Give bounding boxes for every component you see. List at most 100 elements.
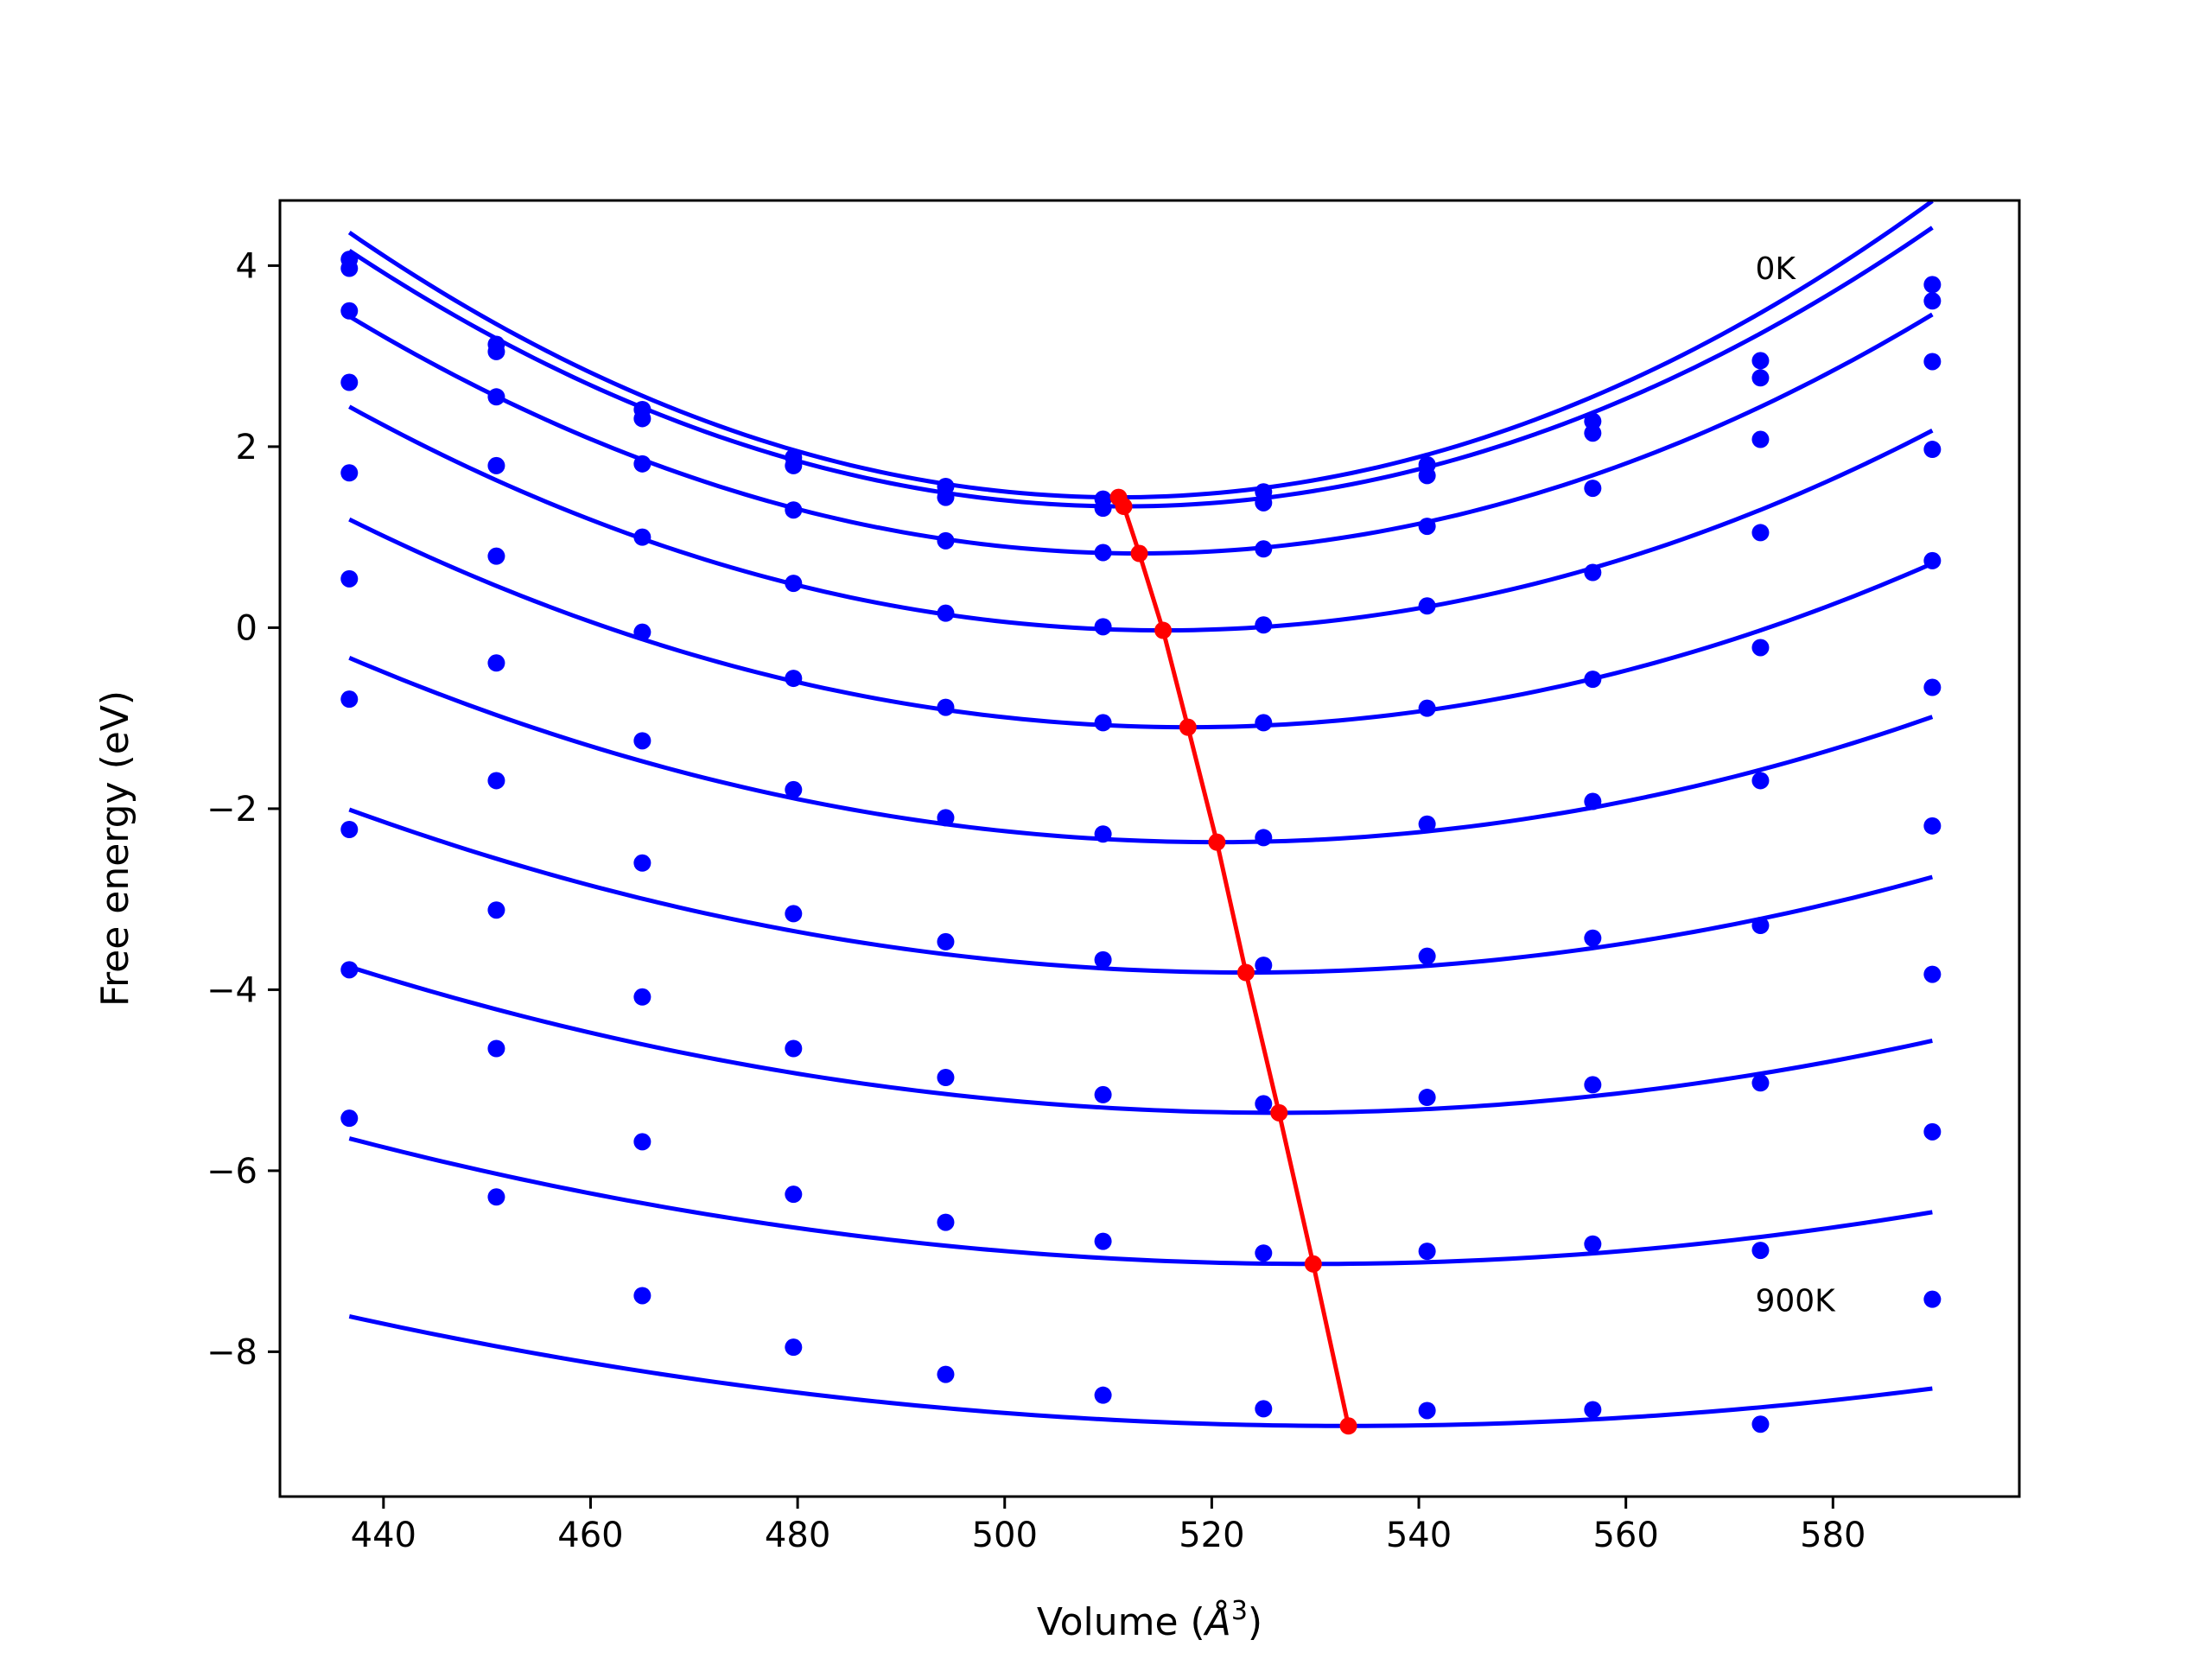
data-point [1923, 1290, 1942, 1308]
fit-curve-9 [348, 1314, 1933, 1428]
data-point [340, 464, 359, 482]
annotation-0k: 0K [1755, 251, 1796, 287]
data-point [1418, 1243, 1436, 1261]
data-point [785, 501, 803, 519]
data-point [1584, 563, 1602, 582]
data-point [1923, 817, 1942, 835]
data-point [937, 1365, 955, 1383]
y-tick-label: 4 [236, 246, 257, 286]
data-point [487, 547, 505, 565]
x-axis-label-end: ) [1248, 1600, 1262, 1644]
data-point [1255, 493, 1273, 512]
data-point [340, 821, 359, 839]
data-point [633, 854, 652, 872]
data-point [487, 1188, 505, 1206]
data-point [1094, 825, 1112, 843]
data-point [633, 1287, 652, 1305]
y-tick-label: −4 [207, 970, 257, 1010]
data-point [1584, 1076, 1602, 1094]
data-point [937, 809, 955, 827]
data-point [1418, 1402, 1436, 1420]
data-point [340, 569, 359, 588]
x-tick-label: 480 [765, 1516, 830, 1555]
data-point [1923, 678, 1942, 696]
data-point [633, 732, 652, 750]
y-tick-label: 2 [236, 428, 257, 467]
data-point [1923, 292, 1942, 310]
equilibrium-line [1109, 488, 1357, 1435]
y-axis-ticks: 4 2 0 −2 −4 −6 −8 [207, 246, 280, 1372]
data-point [1584, 424, 1602, 442]
data-point [487, 456, 505, 474]
data-point [1255, 616, 1273, 634]
x-tick-label: 560 [1592, 1516, 1658, 1555]
data-point [487, 654, 505, 672]
x-tick-label: 500 [972, 1516, 1038, 1555]
data-point [340, 1109, 359, 1128]
data-point [1751, 1242, 1770, 1260]
data-point [937, 488, 955, 506]
y-tick-label: −8 [207, 1332, 257, 1372]
data-point [340, 373, 359, 391]
data-point [633, 988, 652, 1006]
data-point [1584, 792, 1602, 810]
data-point [1923, 965, 1942, 983]
data-point [1584, 671, 1602, 689]
data-point [785, 670, 803, 688]
data-point [1255, 829, 1273, 847]
data-point [1923, 441, 1942, 459]
y-tick-label: −2 [207, 790, 257, 830]
data-point [785, 575, 803, 593]
data-point [785, 1338, 803, 1357]
fit-curve-0 [347, 199, 1934, 500]
data-point [937, 932, 955, 950]
data-point [1255, 957, 1273, 975]
x-tick-label: 460 [557, 1516, 623, 1555]
data-point [1418, 467, 1436, 485]
data-point [633, 410, 652, 428]
data-point [1255, 1400, 1273, 1418]
data-point [340, 961, 359, 979]
data-point [487, 342, 505, 360]
data-point [340, 259, 359, 277]
data-point [340, 690, 359, 709]
x-axis-label-text: Volume ( [1037, 1600, 1205, 1644]
data-point [1584, 1235, 1602, 1253]
plot-frame [278, 199, 2021, 1498]
annotation-900k: 900K [1755, 1283, 1836, 1319]
data-point [1094, 618, 1112, 636]
data-point [1751, 1415, 1770, 1433]
data-point [1923, 1122, 1942, 1141]
data-point [1418, 699, 1436, 717]
equilibrium-point [1179, 718, 1197, 736]
data-point [785, 1039, 803, 1058]
x-tick-label: 440 [351, 1516, 416, 1555]
x-axis-label-symbol: Å [1203, 1599, 1231, 1644]
data-point [1255, 1095, 1273, 1113]
data-point [937, 604, 955, 622]
fit-curve-8 [348, 1136, 1933, 1267]
fit-curve-1 [347, 226, 1934, 509]
equilibrium-path [1116, 496, 1351, 1427]
y-tick-label: 0 [236, 608, 257, 648]
data-point [1094, 499, 1112, 518]
data-point [1751, 352, 1770, 370]
data-point [1584, 929, 1602, 947]
equilibrium-point [1339, 1417, 1357, 1435]
equilibrium-point [1130, 544, 1148, 563]
x-axis-label-superscript: 3 [1231, 1596, 1248, 1626]
data-point [1751, 1074, 1770, 1092]
data-point [1418, 1089, 1436, 1107]
fit-curve-4 [348, 517, 1934, 730]
data-point [1094, 1085, 1112, 1103]
data-point [487, 901, 505, 919]
data-point [1418, 815, 1436, 833]
data-point [1255, 714, 1273, 732]
y-axis-label: Free energy (eV) [93, 690, 137, 1007]
data-point [1255, 1244, 1273, 1262]
data-point [1923, 276, 1942, 294]
data-points [340, 251, 1942, 1433]
equilibrium-point [1154, 621, 1173, 639]
data-point [633, 528, 652, 546]
data-point [1584, 1401, 1602, 1419]
